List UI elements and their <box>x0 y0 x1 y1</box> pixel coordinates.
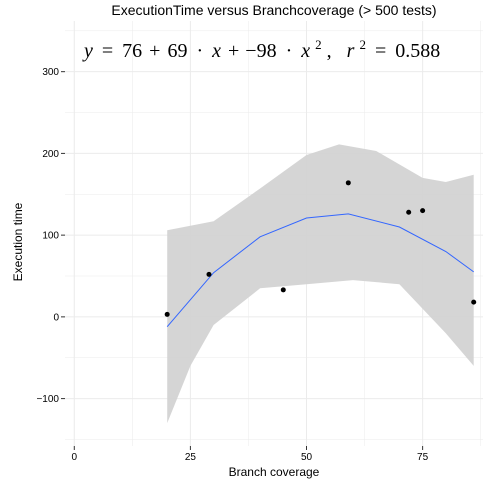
data-point <box>345 180 351 186</box>
fit-line <box>166 213 474 328</box>
x-tick-label: 25 <box>185 452 197 463</box>
data-points <box>164 180 477 317</box>
eq-plus-2: + <box>228 40 239 62</box>
confidence-band <box>167 144 474 424</box>
x-tick-label: 75 <box>417 452 429 463</box>
eq-y-var: y <box>82 40 93 62</box>
chart-title: ExecutionTime versus Branchcoverage (> 5… <box>111 2 436 18</box>
regression-equation: y = 76 + 69 · x + −98 · x 2 , r 2 = 0.58… <box>82 32 440 62</box>
data-point <box>420 208 426 214</box>
y-tick-label: 200 <box>42 149 59 160</box>
plot-panel <box>65 21 483 446</box>
eq-exponent: 2 <box>315 37 322 52</box>
eq-comma: , <box>327 40 332 62</box>
data-point <box>471 299 477 305</box>
eq-x-var-2: x <box>300 40 310 62</box>
x-tick-label: 0 <box>72 452 78 463</box>
y-tick-label: 0 <box>53 312 59 323</box>
eq-r-squared: 0.588 <box>395 40 440 62</box>
data-point <box>206 271 212 277</box>
y-tick-label: 100 <box>42 231 59 242</box>
data-point <box>280 287 286 293</box>
eq-plus-1: + <box>149 40 160 62</box>
y-tick-label: −100 <box>36 394 59 405</box>
eq-quadratic-coef: −98 <box>245 40 276 62</box>
eq-dot-2: · <box>286 40 293 62</box>
x-axis-label: Branch coverage <box>229 465 320 479</box>
eq-dot-1: · <box>196 40 203 62</box>
eq-intercept: 76 <box>122 40 142 62</box>
eq-r-exponent: 2 <box>359 37 366 52</box>
eq-equals-2: = <box>375 40 386 62</box>
grid-minor <box>65 21 483 446</box>
y-axis-ticks: −100 0 100 200 300 <box>36 67 65 405</box>
y-axis-label: Execution time <box>11 202 25 281</box>
eq-r-var: r <box>347 40 355 62</box>
eq-x-var-1: x <box>211 40 221 62</box>
eq-equals: = <box>102 40 113 62</box>
y-tick-label: 300 <box>42 67 59 78</box>
data-point <box>164 311 170 317</box>
x-tick-label: 50 <box>301 452 313 463</box>
eq-linear-coef: 69 <box>167 40 187 62</box>
data-point <box>406 209 412 215</box>
x-axis-ticks: 0 25 50 75 <box>72 446 429 463</box>
